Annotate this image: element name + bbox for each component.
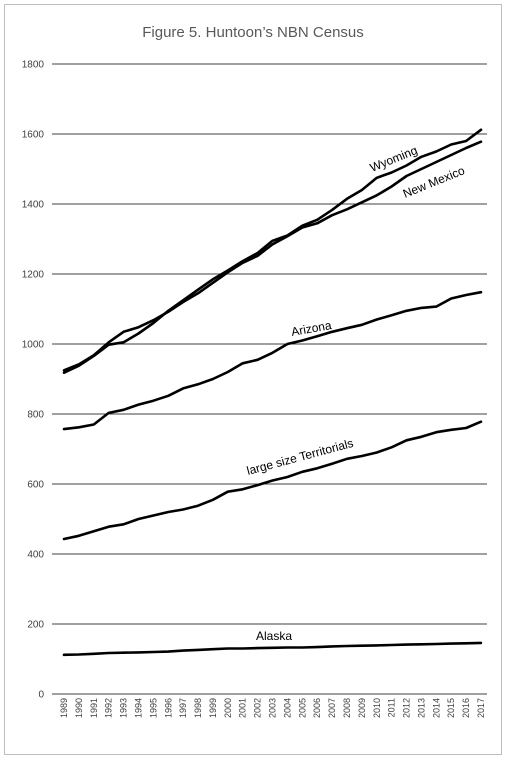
x-tick-label: 1997 xyxy=(178,698,188,718)
x-tick-label: 1990 xyxy=(74,698,84,718)
y-tick-label: 400 xyxy=(27,550,44,561)
x-tick-label: 2010 xyxy=(372,698,382,718)
x-tick-label: 1999 xyxy=(208,698,218,718)
x-tick-label: 2002 xyxy=(253,698,263,718)
y-tick-label: 1600 xyxy=(22,130,45,141)
x-tick-label: 1994 xyxy=(133,698,143,718)
series-line-new-mexico xyxy=(62,140,483,372)
series-line-arizona xyxy=(62,290,483,431)
y-tick-label: 1200 xyxy=(22,270,45,281)
x-tick-label: 2015 xyxy=(446,698,456,718)
x-tick-label: 1989 xyxy=(59,698,69,718)
series-line-large-size-territorials xyxy=(62,420,483,541)
x-tick-label: 1996 xyxy=(163,698,173,718)
chart-title: Figure 5. Huntoon’s NBN Census xyxy=(142,24,364,41)
x-axis-ticks: 1989 1990 1991 1992 1993 1994 1995 1996 1997 1998… xyxy=(59,698,486,718)
x-tick-label: 2004 xyxy=(282,698,292,718)
x-tick-label: 2008 xyxy=(342,698,352,718)
chart-frame xyxy=(4,4,502,755)
x-tick-label: 2005 xyxy=(297,698,307,718)
gridlines xyxy=(52,63,487,695)
x-tick-label: 2014 xyxy=(431,698,441,718)
x-tick-label: 1995 xyxy=(148,698,158,718)
y-tick-label: 1800 xyxy=(22,60,45,71)
annotation-alaska: Alaska xyxy=(256,629,292,643)
x-tick-label: 2012 xyxy=(402,698,412,718)
x-tick-label: 2000 xyxy=(223,698,233,718)
y-tick-label: 200 xyxy=(27,620,44,631)
x-tick-label: 2009 xyxy=(357,698,367,718)
y-tick-label: 800 xyxy=(27,410,44,421)
x-tick-label: 2011 xyxy=(387,698,397,717)
x-tick-label: 1992 xyxy=(104,698,114,718)
x-tick-label: 1998 xyxy=(193,698,203,718)
series-line-alaska xyxy=(62,641,483,657)
y-axis-ticks: 0 200 400 600 800 1000 1200 1400 1600 1800 xyxy=(22,60,45,701)
x-tick-label: 1991 xyxy=(89,698,99,718)
x-tick-label: 1993 xyxy=(119,698,129,718)
y-tick-label: 0 xyxy=(38,690,44,701)
x-tick-label: 2001 xyxy=(238,698,248,718)
series-lines xyxy=(62,128,483,657)
y-tick-label: 600 xyxy=(27,480,44,491)
x-tick-label: 2016 xyxy=(461,698,471,718)
x-tick-label: 2007 xyxy=(327,698,337,718)
x-tick-label: 2013 xyxy=(416,698,426,718)
x-tick-label: 2003 xyxy=(268,698,278,718)
series-line-wyoming xyxy=(62,128,483,375)
x-tick-label: 2006 xyxy=(312,698,322,718)
y-tick-label: 1000 xyxy=(22,340,45,351)
x-tick-label: 2017 xyxy=(476,698,486,718)
y-tick-label: 1400 xyxy=(22,200,45,211)
